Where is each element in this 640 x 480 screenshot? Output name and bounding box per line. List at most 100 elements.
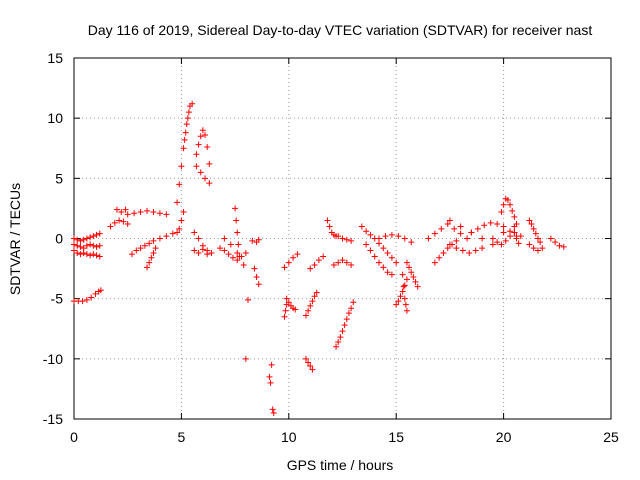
data-point xyxy=(181,136,188,143)
data-point xyxy=(122,206,129,213)
data-point xyxy=(479,235,486,242)
data-point xyxy=(267,379,274,386)
data-point xyxy=(498,209,505,216)
data-point xyxy=(408,269,415,276)
data-point xyxy=(326,223,333,230)
data-point xyxy=(414,283,421,290)
data-point xyxy=(80,236,87,243)
data-point xyxy=(302,355,309,362)
data-point xyxy=(292,306,299,313)
data-point xyxy=(191,229,198,236)
data-point xyxy=(206,180,213,187)
x-tick-label: 0 xyxy=(70,429,78,445)
data-point xyxy=(539,245,546,252)
data-point xyxy=(380,264,387,271)
data-point xyxy=(242,249,249,256)
data-point xyxy=(80,245,87,252)
data-point xyxy=(199,246,206,253)
data-point xyxy=(431,259,438,266)
data-point xyxy=(185,109,192,116)
data-point xyxy=(451,225,458,232)
data-point xyxy=(124,221,131,228)
data-point xyxy=(266,373,273,380)
data-point xyxy=(305,307,312,314)
data-point xyxy=(174,229,181,236)
data-point xyxy=(251,265,258,272)
data-point xyxy=(71,241,77,248)
data-point xyxy=(384,249,391,256)
data-point xyxy=(330,261,337,268)
data-point xyxy=(282,307,289,314)
data-point xyxy=(367,247,374,254)
data-point xyxy=(124,211,131,218)
data-point xyxy=(96,253,103,260)
y-tick-label: 10 xyxy=(47,110,63,126)
data-point xyxy=(504,196,511,203)
data-point xyxy=(255,281,262,288)
data-point xyxy=(232,205,239,212)
data-point xyxy=(513,235,520,242)
data-point xyxy=(507,233,514,240)
data-point xyxy=(348,237,355,244)
data-point xyxy=(395,298,402,305)
data-point xyxy=(307,363,314,370)
data-point xyxy=(348,305,355,312)
data-point xyxy=(343,316,350,323)
data-point xyxy=(399,271,406,278)
data-point xyxy=(345,310,352,317)
data-point xyxy=(313,289,320,296)
data-point xyxy=(253,274,260,281)
data-point xyxy=(156,210,163,217)
data-point xyxy=(128,251,135,258)
y-tick-label: 5 xyxy=(55,170,63,186)
data-point xyxy=(556,242,563,249)
data-point xyxy=(307,302,314,309)
data-point xyxy=(148,254,155,261)
data-point xyxy=(77,243,84,250)
x-axis-label: GPS time / hours xyxy=(287,457,394,473)
data-point xyxy=(333,343,340,350)
data-point xyxy=(393,301,400,308)
data-point xyxy=(236,253,243,260)
data-point xyxy=(87,241,94,248)
data-point xyxy=(96,242,103,249)
data-point xyxy=(156,235,163,242)
data-point xyxy=(180,209,187,216)
tick-labels: 0 5 10 15 20 25 -15 -10 -5 0 5 10 15 xyxy=(43,50,619,445)
data-point xyxy=(74,249,81,256)
data-point xyxy=(244,296,251,303)
data-point xyxy=(204,144,211,151)
data-point xyxy=(337,334,344,341)
data-point xyxy=(255,236,262,243)
data-point xyxy=(339,257,346,264)
data-point xyxy=(560,243,567,250)
data-point xyxy=(532,230,539,237)
data-point xyxy=(472,247,479,254)
data-point xyxy=(343,259,350,266)
data-point xyxy=(515,240,522,247)
data-point xyxy=(88,294,95,301)
x-tick-label: 5 xyxy=(178,429,186,445)
data-point xyxy=(146,259,153,266)
data-points xyxy=(71,100,567,416)
data-point xyxy=(180,145,187,152)
data-point xyxy=(489,241,496,248)
data-point xyxy=(537,239,544,246)
data-point xyxy=(270,409,277,416)
data-point xyxy=(367,231,374,238)
data-point xyxy=(500,229,507,236)
data-point xyxy=(446,217,453,224)
data-point xyxy=(285,259,292,266)
data-point xyxy=(410,274,417,281)
data-point xyxy=(324,217,331,224)
data-point xyxy=(315,257,322,264)
data-point xyxy=(133,247,140,254)
x-tick-label: 20 xyxy=(496,429,512,445)
data-point xyxy=(446,241,453,248)
y-tick-label: -10 xyxy=(43,351,63,367)
data-point xyxy=(79,298,86,305)
data-point xyxy=(178,163,185,170)
data-point xyxy=(335,259,342,266)
data-point xyxy=(83,242,90,249)
